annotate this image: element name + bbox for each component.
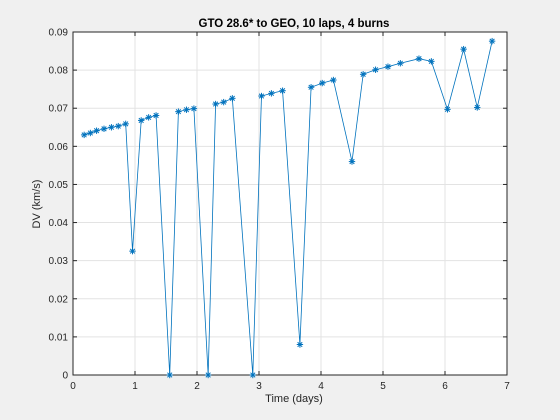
chart-title: GTO 28.6* to GEO, 10 laps, 4 burns	[199, 18, 390, 30]
data-point-marker	[296, 341, 304, 348]
data-point-marker	[444, 106, 451, 113]
data-point-marker	[415, 55, 423, 62]
data-point-marker	[93, 127, 100, 134]
data-point-marker	[330, 76, 337, 84]
y-tick-label: 0.09	[49, 28, 69, 39]
data-point-marker	[166, 371, 173, 379]
data-point-marker	[397, 60, 404, 67]
y-tick-label: 0.07	[49, 104, 69, 115]
data-point-marker	[204, 371, 212, 379]
y-tick-label: 0.01	[49, 332, 69, 343]
data-point-marker	[145, 114, 152, 121]
x-tick-labels: 0 1 2 3 4 5 6 7	[70, 381, 510, 392]
data-point-marker	[80, 131, 88, 139]
data-point-marker	[212, 100, 219, 108]
y-tick-label: 0.08	[49, 66, 69, 77]
data-point-marker	[190, 105, 198, 112]
plot-axes: 0 1 2 3 4 5 6 7 0 0.01 0.02 0.03 0.04 0.05 0.06 0.07 0.…	[49, 28, 511, 393]
x-tick-label: 6	[442, 381, 448, 392]
data-point-marker	[100, 125, 108, 133]
y-axis-label: DV (km/s)	[31, 180, 43, 229]
data-point-marker	[138, 117, 145, 124]
data-point-marker	[428, 58, 435, 65]
x-tick-label: 1	[132, 381, 138, 392]
data-point-marker	[122, 120, 129, 128]
data-point-marker	[220, 98, 227, 106]
data-point-marker	[268, 90, 275, 97]
y-tick-labels: 0 0.01 0.02 0.03 0.04 0.05 0.06 0.07 0.08 0.09	[49, 28, 69, 382]
x-tick-label: 7	[504, 381, 510, 392]
data-series	[80, 37, 496, 379]
y-tick-label: 0	[62, 371, 68, 382]
axes-box	[72, 31, 508, 376]
data-point-marker	[359, 71, 367, 78]
data-point-marker	[129, 247, 136, 255]
data-point-marker	[152, 112, 160, 119]
data-point-marker	[460, 45, 467, 53]
x-tick-label: 0	[70, 381, 76, 392]
series-line	[84, 41, 493, 376]
x-tick-label: 4	[318, 381, 324, 392]
data-point-marker	[372, 66, 379, 73]
data-point-marker	[183, 106, 190, 113]
data-point-marker	[488, 37, 496, 45]
data-point-marker	[279, 87, 286, 94]
y-tick-label: 0.05	[49, 180, 69, 191]
data-point-marker	[319, 79, 326, 87]
data-point-marker	[258, 92, 265, 100]
y-tick-label: 0.03	[49, 256, 69, 267]
data-point-marker	[474, 104, 481, 111]
data-point-marker	[87, 129, 94, 137]
y-tick-label: 0.02	[49, 294, 69, 305]
data-point-marker	[108, 124, 115, 131]
data-point-marker	[115, 122, 122, 130]
y-tick-label: 0.06	[49, 142, 69, 153]
x-tick-label: 5	[380, 381, 386, 392]
data-point-marker	[307, 84, 315, 91]
data-point-marker	[348, 158, 356, 165]
data-point-marker	[249, 371, 256, 379]
data-point-marker	[229, 95, 236, 102]
x-tick-label: 2	[194, 381, 200, 392]
x-tick-label: 3	[256, 381, 262, 392]
y-tick-label: 0.04	[49, 218, 69, 229]
data-point-marker	[175, 108, 182, 115]
data-point-marker	[384, 63, 392, 70]
x-axis-label: Time (days)	[265, 393, 323, 405]
